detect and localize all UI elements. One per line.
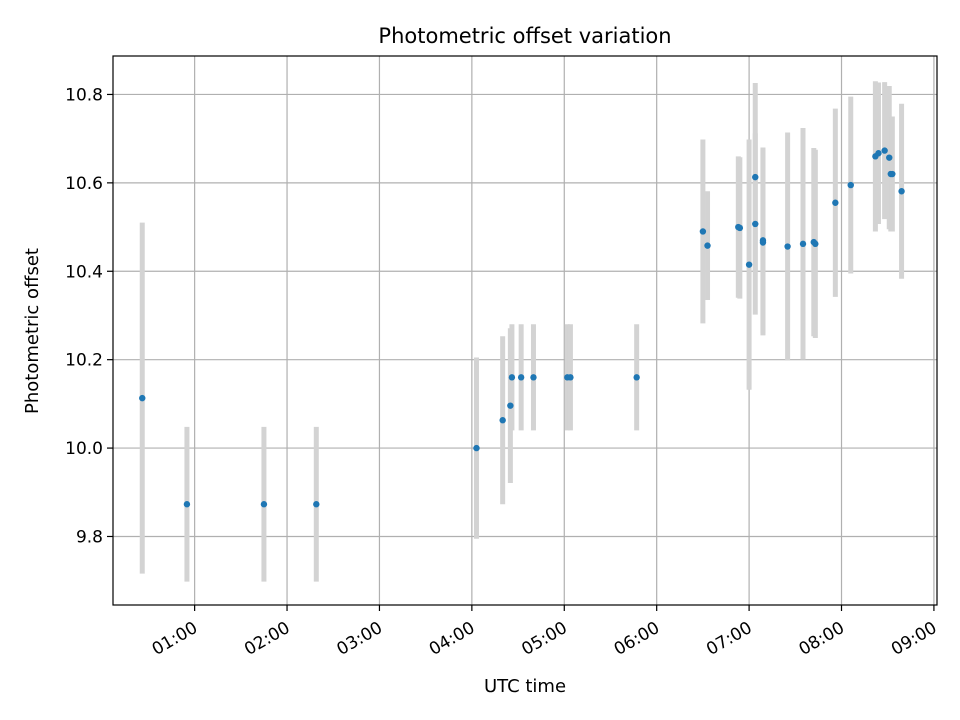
y-tick-label: 10.0 (65, 439, 103, 459)
data-point (886, 154, 893, 161)
data-point (799, 240, 807, 248)
data-point (704, 242, 711, 249)
data-point (567, 374, 574, 381)
data-point (875, 150, 882, 157)
data-point (508, 374, 516, 381)
x-axis-label: UTC time (484, 676, 566, 697)
x-tick-label: 09:00 (888, 618, 940, 660)
data-point (745, 261, 753, 268)
data-point (530, 374, 537, 381)
data-point (139, 394, 146, 402)
y-tick-label: 10.2 (65, 351, 103, 371)
data-point (313, 501, 320, 508)
data-point (784, 243, 791, 250)
grid-lines (113, 56, 937, 605)
data-point (881, 147, 888, 154)
data-point (736, 224, 744, 232)
x-tick-label: 04:00 (426, 618, 478, 660)
data-point (889, 170, 896, 178)
data-point (812, 240, 819, 248)
x-axis-ticks: 01:00 02:00 03:00 04:00 05:00 06:00 07:00 08:00… (149, 605, 940, 660)
data-point (633, 374, 640, 381)
x-tick-label: 03:00 (334, 618, 386, 660)
data-point (759, 239, 767, 246)
data-point (507, 402, 514, 409)
y-axis-label: Photometric offset (22, 248, 43, 414)
x-tick-label: 08:00 (796, 618, 848, 660)
y-tick-label: 10.4 (65, 262, 103, 282)
y-axis-ticks: 9.8 10.0 10.2 10.4 10.6 10.8 (65, 85, 113, 547)
data-points (139, 147, 905, 508)
plot-frame (112, 55, 938, 606)
data-point (898, 188, 905, 195)
data-point (260, 501, 268, 508)
data-point (473, 444, 480, 452)
data-point (517, 374, 525, 381)
data-point (183, 501, 191, 508)
error-bars (139, 81, 905, 582)
y-tick-label: 10.8 (65, 85, 103, 105)
x-tick-label: 05:00 (518, 618, 570, 660)
data-point (752, 173, 759, 181)
x-tick-label: 07:00 (703, 618, 755, 660)
data-point (699, 228, 707, 235)
y-tick-label: 9.8 (76, 527, 103, 547)
x-tick-label: 02:00 (241, 618, 293, 660)
data-point (499, 417, 506, 424)
data-point (752, 220, 759, 228)
x-tick-label: 01:00 (149, 618, 201, 660)
y-tick-label: 10.6 (65, 174, 103, 194)
data-point (832, 199, 839, 206)
chart-title: Photometric offset variation (378, 24, 671, 48)
x-tick-label: 06:00 (611, 618, 663, 660)
data-point (847, 181, 854, 189)
